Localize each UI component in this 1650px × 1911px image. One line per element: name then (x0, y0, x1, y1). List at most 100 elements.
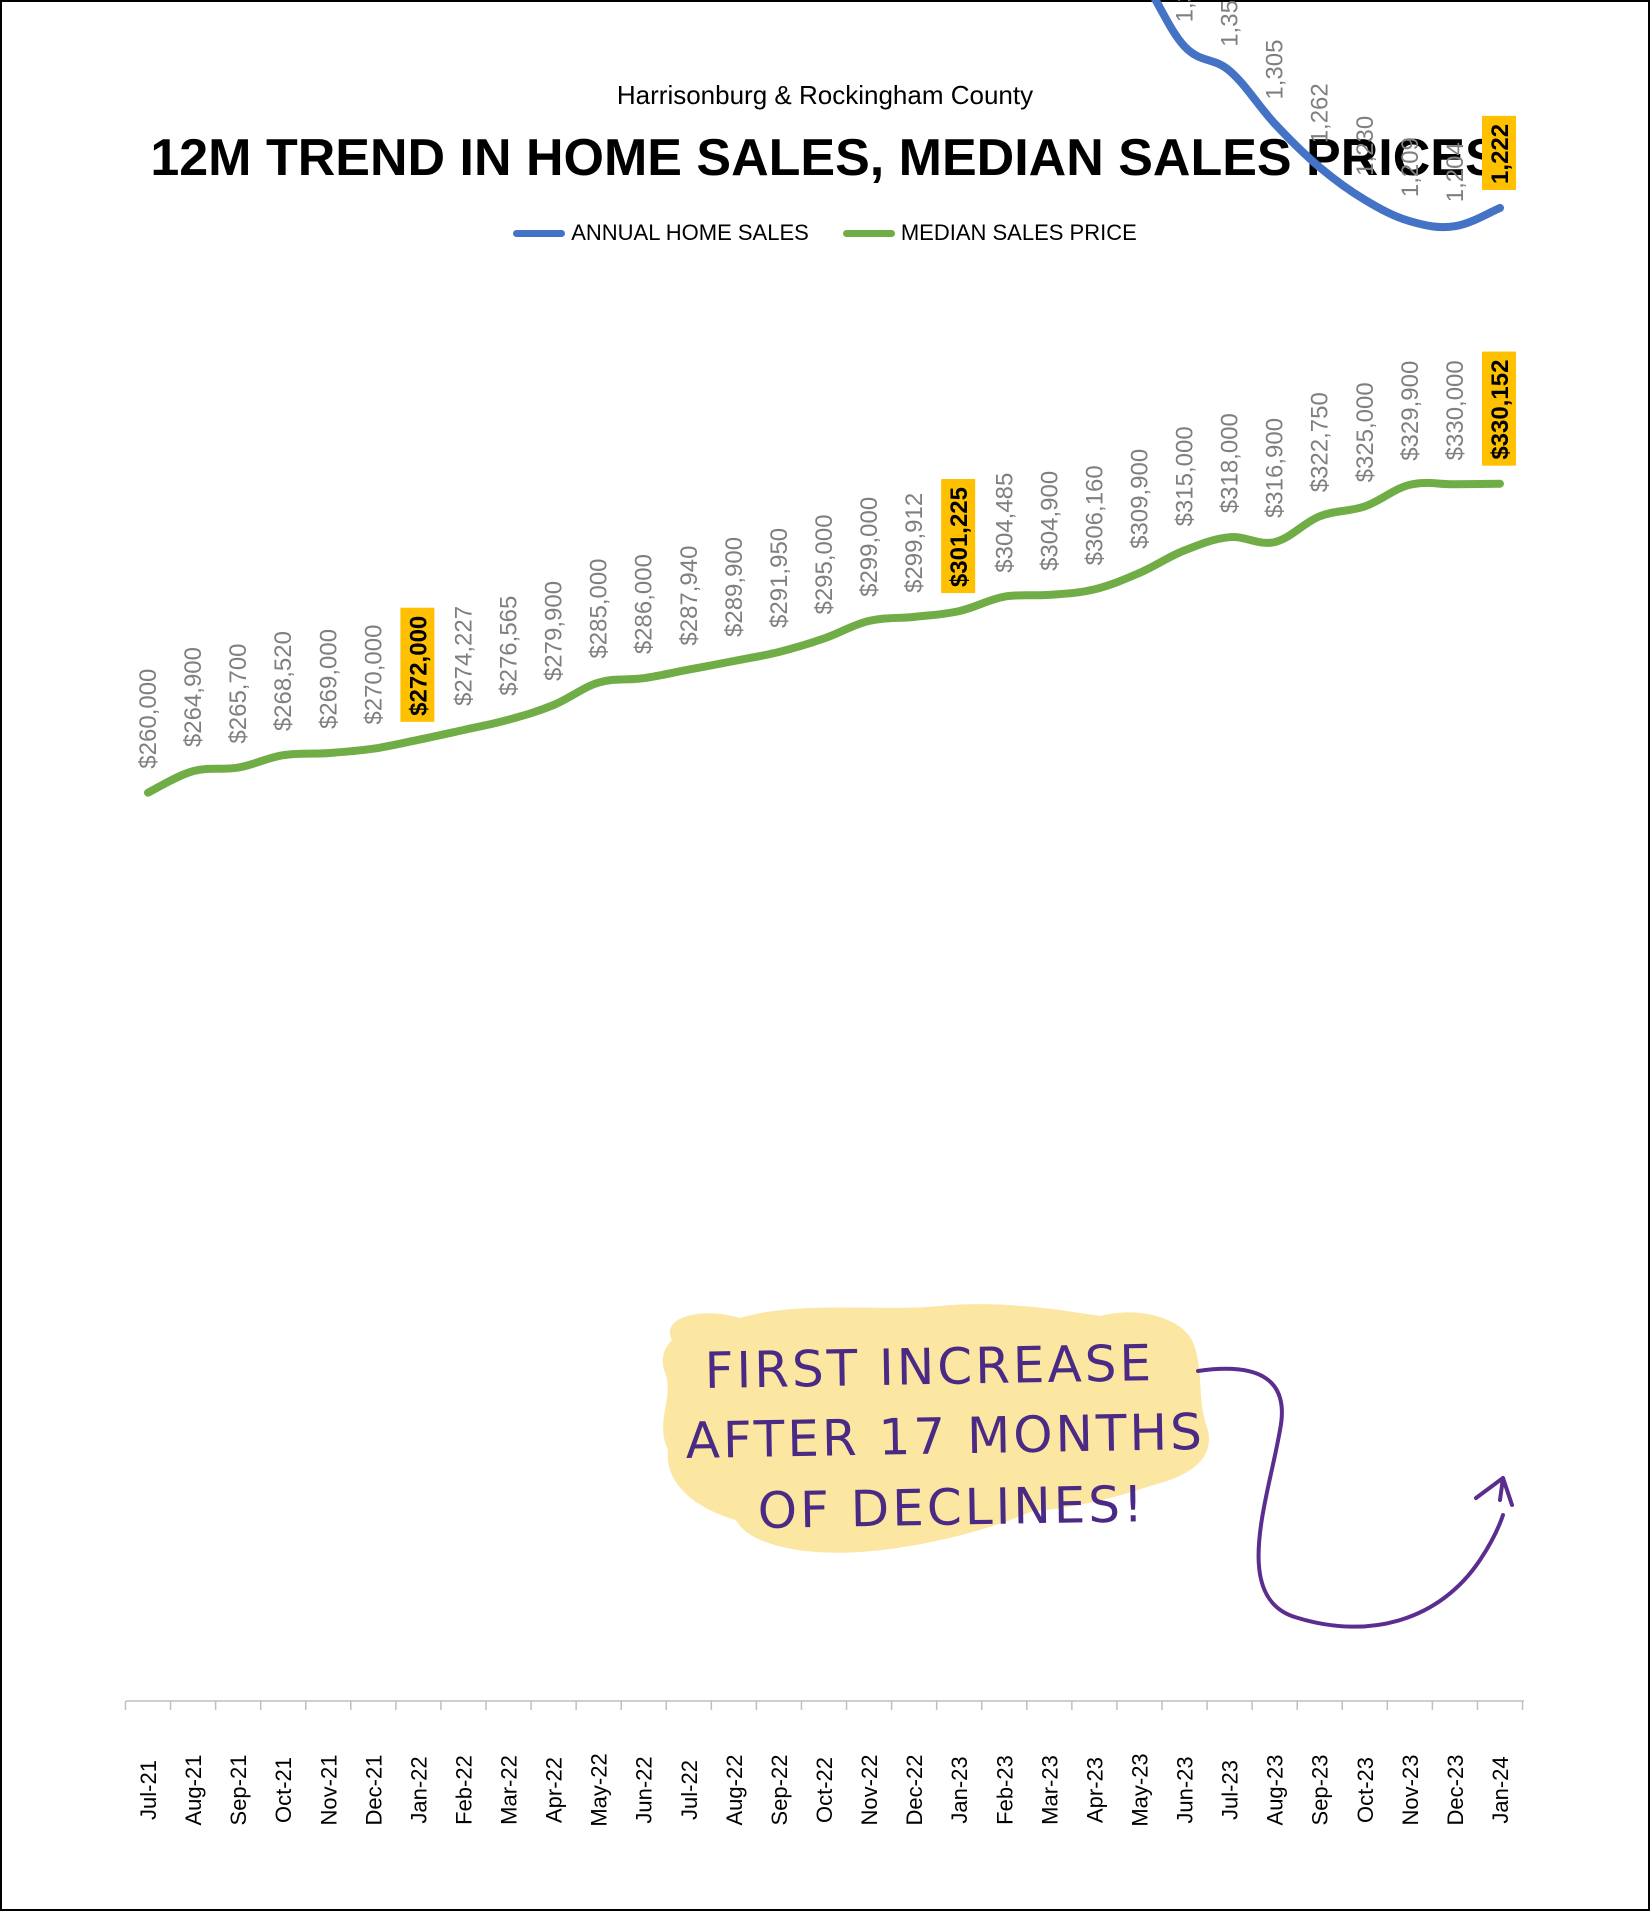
data-label-annual-home-sales: 1,209 (1397, 137, 1424, 197)
x-tick-label: Jan-22 (406, 1756, 431, 1823)
chart-legend: ANNUAL HOME SALES MEDIAN SALES PRICE (0, 220, 1650, 246)
svg-text:$309,900: $309,900 (1126, 449, 1153, 549)
x-tick-label: Jul-21 (136, 1760, 161, 1820)
data-label-annual-home-sales: 1,262 (1307, 83, 1334, 143)
data-label-median-sales-price: $287,940 (676, 546, 703, 646)
x-tick-label: Jun-23 (1173, 1756, 1198, 1823)
x-tick-label: May-23 (1127, 1753, 1152, 1826)
legend-swatch-price (842, 229, 895, 237)
data-label-median-sales-price: $285,000 (586, 558, 613, 658)
annotation-text-line: OF DECLINES! (757, 1475, 1146, 1540)
data-label-annual-home-sales: 1,204 (1442, 142, 1469, 202)
svg-text:$291,950: $291,950 (766, 528, 793, 628)
x-tick-label: Dec-23 (1443, 1755, 1468, 1826)
data-label-median-sales-price: $304,485 (991, 473, 1018, 573)
data-label-median-sales-price: $318,000 (1217, 413, 1244, 513)
data-label-annual-home-sales: 1,230 (1352, 116, 1379, 176)
svg-text:$329,900: $329,900 (1397, 361, 1424, 461)
x-tick-label: Jul-23 (1218, 1760, 1243, 1820)
svg-text:$260,000: $260,000 (135, 669, 162, 769)
data-label-annual-home-sales: 1,222 (1482, 115, 1516, 190)
data-label-annual-home-sales: 1,357 (1217, 0, 1244, 47)
data-label-median-sales-price: $329,900 (1397, 361, 1424, 461)
svg-text:$287,940: $287,940 (676, 546, 703, 646)
data-label-median-sales-price: $286,000 (631, 554, 658, 654)
data-label-median-sales-price: $315,000 (1172, 426, 1199, 526)
legend-swatch-sales (513, 229, 566, 237)
data-label-annual-home-sales: 1,305 (1262, 40, 1289, 100)
legend-label-price: MEDIAN SALES PRICE (900, 220, 1137, 245)
svg-text:$265,700: $265,700 (225, 643, 252, 743)
annotation-text-line: AFTER 17 MONTHS (685, 1403, 1205, 1470)
svg-text:$330,152: $330,152 (1487, 360, 1514, 460)
svg-text:$316,900: $316,900 (1262, 418, 1289, 518)
x-tick-label: Oct-21 (271, 1757, 296, 1823)
svg-text:$276,565: $276,565 (496, 596, 523, 696)
x-tick-label: Oct-22 (812, 1757, 837, 1823)
annotation-arrowhead (1474, 1476, 1514, 1507)
x-tick-label: Sep-23 (1308, 1755, 1333, 1826)
data-label-median-sales-price: $295,000 (811, 514, 838, 614)
x-tick-label: Aug-23 (1263, 1755, 1288, 1826)
x-tick-label: Oct-23 (1353, 1757, 1378, 1823)
data-label-median-sales-price: $270,000 (360, 625, 387, 725)
legend-item-sales: ANNUAL HOME SALES (513, 220, 809, 246)
x-tick-label: Dec-21 (361, 1755, 386, 1826)
svg-text:1,230: 1,230 (1352, 116, 1379, 176)
x-tick-label: Feb-22 (451, 1755, 476, 1825)
svg-text:$274,227: $274,227 (450, 606, 477, 706)
data-label-median-sales-price: $291,950 (766, 528, 793, 628)
annotation-arrow (1196, 1366, 1505, 1629)
svg-text:$322,750: $322,750 (1307, 392, 1334, 492)
svg-text:1,204: 1,204 (1442, 142, 1469, 202)
svg-text:1,262: 1,262 (1307, 83, 1334, 143)
svg-text:$272,000: $272,000 (405, 616, 432, 716)
data-label-median-sales-price: $276,565 (496, 596, 523, 696)
x-tick-label: May-22 (587, 1753, 612, 1826)
x-tick-label: Jan-24 (1488, 1756, 1513, 1823)
series-line-median-sales-price (144, 478, 1504, 797)
data-label-median-sales-price: $272,000 (400, 607, 435, 722)
svg-text:$270,000: $270,000 (360, 625, 387, 725)
data-label-median-sales-price: $316,900 (1262, 418, 1289, 518)
svg-text:$295,000: $295,000 (811, 514, 838, 614)
svg-text:$285,000: $285,000 (586, 558, 613, 658)
x-tick-label: Sep-22 (767, 1755, 792, 1826)
x-tick-label: Aug-22 (722, 1755, 747, 1826)
svg-text:$306,160: $306,160 (1081, 465, 1108, 565)
x-tick-label: Apr-22 (542, 1757, 567, 1823)
x-tick-label: Jan-23 (947, 1756, 972, 1823)
data-label-median-sales-price: $330,000 (1442, 360, 1469, 460)
svg-text:$279,900: $279,900 (541, 581, 568, 681)
legend-label-sales: ANNUAL HOME SALES (571, 220, 809, 245)
svg-text:1,222: 1,222 (1487, 124, 1514, 184)
svg-text:$264,900: $264,900 (180, 647, 207, 747)
data-label-median-sales-price: $309,900 (1126, 449, 1153, 549)
svg-text:1,357: 1,357 (1217, 0, 1244, 47)
x-tick-label: Sep-21 (226, 1755, 251, 1826)
data-label-median-sales-price: $265,700 (225, 643, 252, 743)
data-label-median-sales-price: $260,000 (135, 669, 162, 769)
chart-subtitle: Harrisonburg & Rockingham County (616, 80, 1034, 110)
data-labels: 1,6171,6681,6591,6711,6661,6731,6711,687… (135, 0, 1516, 769)
svg-text:$315,000: $315,000 (1172, 426, 1199, 526)
svg-text:$268,520: $268,520 (270, 631, 297, 731)
data-label-median-sales-price: $268,520 (270, 631, 297, 731)
series-line-annual-home-sales (1151, 0, 1504, 232)
data-label-median-sales-price: $299,000 (856, 497, 883, 597)
svg-text:$299,912: $299,912 (901, 493, 928, 593)
series-layer (144, 0, 1504, 797)
svg-text:$325,000: $325,000 (1352, 382, 1379, 482)
data-label-median-sales-price: $264,900 (180, 647, 207, 747)
svg-text:$299,000: $299,000 (856, 497, 883, 597)
x-tick-label: Nov-23 (1398, 1755, 1423, 1826)
data-label-median-sales-price: $299,912 (901, 493, 928, 593)
data-label-median-sales-price: $306,160 (1081, 465, 1108, 565)
data-label-median-sales-price: $304,900 (1036, 471, 1063, 571)
x-tick-label: Nov-22 (857, 1755, 882, 1826)
data-label-annual-home-sales: 1,381 (1172, 0, 1199, 22)
data-label-median-sales-price: $301,225 (941, 478, 976, 594)
x-axis: Jul-21 Aug-21 Sep-21 Oct-21 Nov-21 Dec-21 Jan-… (124, 1700, 1524, 1827)
